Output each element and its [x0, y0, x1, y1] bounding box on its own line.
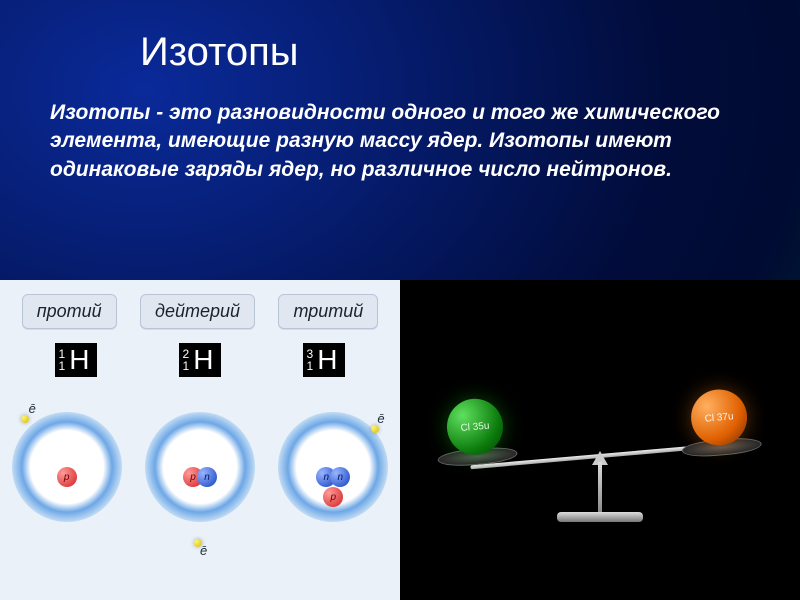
- nucleus: nnp: [315, 467, 351, 507]
- atom-2: ē nnp: [273, 387, 393, 557]
- slide-title: Изотопы: [0, 0, 800, 75]
- atomic-number: 1: [307, 360, 314, 372]
- isotope-label: тритий: [278, 294, 378, 329]
- atom-1: ē pn: [140, 387, 260, 557]
- isotope-symbols-row: 11 H 21 H 31 H: [0, 337, 400, 377]
- electron-label: ē: [200, 543, 207, 558]
- element-symbol: H: [69, 346, 89, 374]
- balance-scale: Cl 35u Cl 37u: [470, 454, 730, 458]
- isotope-labels-row: протий дейтерий тритий: [0, 280, 400, 337]
- atomic-number: 1: [59, 360, 66, 372]
- nucleus: p: [60, 467, 74, 487]
- atom-0: ēp: [7, 387, 127, 557]
- isotopes-panel: протий дейтерий тритий 11 H 21 H 31 H ēp…: [0, 280, 400, 600]
- balance-stand: [598, 462, 602, 514]
- neutron: n: [197, 467, 217, 487]
- neutron: n: [330, 467, 350, 487]
- balance-panel: Cl 35u Cl 37u: [400, 280, 800, 600]
- isotope-label: дейтерий: [140, 294, 255, 329]
- atoms-row: ēpēpnēnnp: [0, 377, 400, 557]
- isotope-symbol: 11 H: [55, 343, 98, 377]
- element-symbol: H: [317, 346, 337, 374]
- diagram-wrap: протий дейтерий тритий 11 H 21 H 31 H ēp…: [0, 280, 800, 600]
- balance-base: [557, 512, 643, 522]
- electron-label: ē: [29, 401, 36, 416]
- definition-body: - это разновидности одного и того же хим…: [50, 101, 720, 181]
- isotope-label: протий: [22, 294, 117, 329]
- proton: p: [323, 487, 343, 507]
- element-symbol: H: [193, 346, 213, 374]
- atomic-number: 1: [183, 360, 190, 372]
- nucleus: pn: [186, 467, 214, 487]
- isotope-symbol: 21 H: [179, 343, 222, 377]
- electron: [371, 425, 379, 433]
- electron-label: ē: [377, 411, 384, 426]
- definition-text: Изотопы - это разновидности одного и тог…: [0, 75, 800, 184]
- definition-term: Изотопы: [50, 101, 150, 124]
- electron: [21, 415, 29, 423]
- isotope-symbol: 31 H: [303, 343, 346, 377]
- proton: p: [57, 467, 77, 487]
